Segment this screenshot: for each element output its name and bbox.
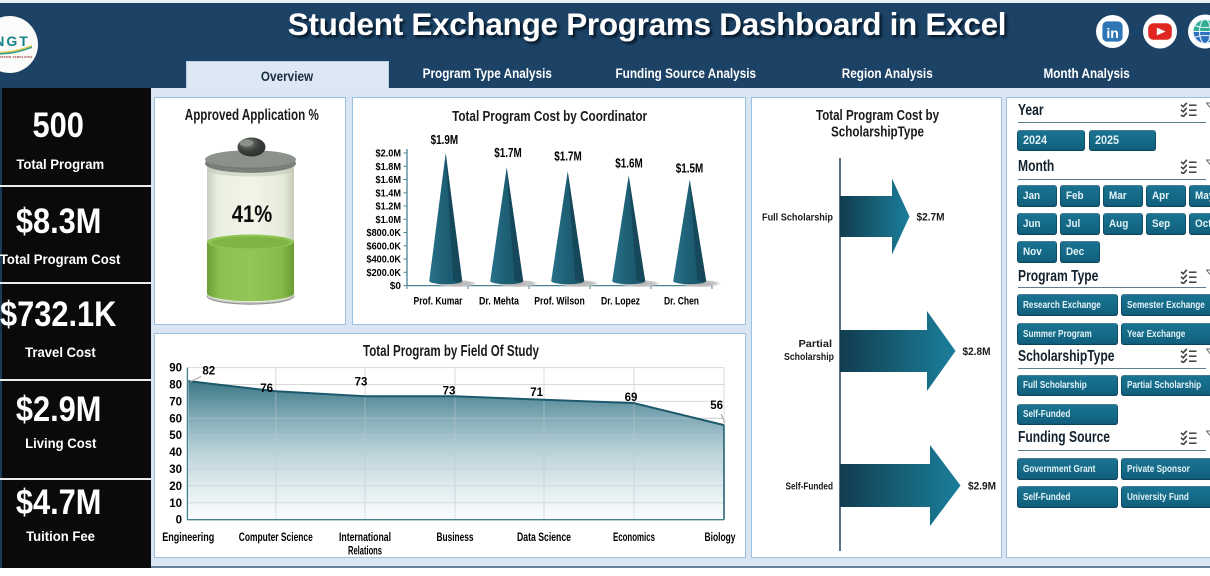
svg-text:Total Program Cost by: Total Program Cost by	[816, 108, 939, 124]
svg-text:90: 90	[169, 363, 182, 375]
svg-text:$600.0K: $600.0K	[367, 241, 402, 252]
svg-text:30: 30	[169, 464, 182, 476]
svg-text:20: 20	[169, 481, 182, 493]
svg-text:$1.6M: $1.6M	[376, 175, 402, 186]
svg-text:Full Scholarship: Full Scholarship	[762, 212, 833, 224]
svg-text:73: 73	[355, 377, 368, 389]
svg-text:$400.0K: $400.0K	[367, 255, 402, 266]
svg-text:Data Science: Data Science	[517, 532, 571, 544]
svg-text:$800.0K: $800.0K	[367, 228, 402, 239]
svg-text:Economics: Economics	[613, 532, 655, 544]
svg-text:Business: Business	[437, 532, 474, 544]
svg-text:41%: 41%	[232, 201, 273, 228]
svg-text:Dr. Chen: Dr. Chen	[664, 296, 699, 308]
svg-text:$1.7M: $1.7M	[554, 148, 582, 163]
svg-text:50: 50	[169, 430, 182, 442]
svg-text:in: in	[1106, 25, 1118, 41]
svg-text:$2.0M: $2.0M	[376, 149, 402, 160]
svg-text:$1.9M: $1.9M	[431, 132, 459, 147]
svg-text:$0: $0	[390, 281, 402, 292]
svg-text:Total Program by Field Of Stud: Total Program by Field Of Study	[363, 343, 539, 360]
svg-text:70: 70	[169, 396, 182, 408]
svg-text:73: 73	[443, 386, 456, 398]
svg-text:NEXT GENERATION TEMPLATES: NEXT GENERATION TEMPLATES	[0, 55, 33, 59]
svg-text:ScholarshipType: ScholarshipType	[831, 125, 924, 141]
svg-text:$1.6M: $1.6M	[615, 155, 643, 170]
svg-text:$1.2M: $1.2M	[376, 202, 402, 213]
svg-text:Partial: Partial	[799, 338, 833, 350]
svg-text:Relations: Relations	[348, 546, 382, 558]
svg-text:Approved Application %: Approved Application %	[185, 107, 319, 124]
svg-text:Dr. Mehta: Dr. Mehta	[479, 296, 520, 308]
svg-text:Self-Funded: Self-Funded	[786, 481, 834, 493]
svg-text:82: 82	[202, 366, 215, 378]
svg-text:60: 60	[169, 413, 182, 425]
svg-text:10: 10	[169, 498, 182, 510]
svg-text:International: International	[339, 532, 391, 544]
svg-text:Biology: Biology	[705, 532, 736, 544]
svg-text:Dr. Lopez: Dr. Lopez	[601, 296, 640, 308]
svg-text:$1.8M: $1.8M	[376, 162, 402, 173]
svg-text:Prof. Kumar: Prof. Kumar	[414, 296, 464, 308]
svg-text:Scholarship: Scholarship	[784, 351, 834, 363]
svg-text:80: 80	[169, 380, 182, 392]
svg-text:$2.8M: $2.8M	[963, 346, 991, 358]
svg-text:$200.0K: $200.0K	[367, 268, 402, 279]
svg-text:$1.4M: $1.4M	[376, 188, 402, 199]
svg-text:NGT: NGT	[0, 33, 30, 49]
svg-text:69: 69	[625, 392, 638, 404]
svg-text:$2.9M: $2.9M	[968, 481, 996, 493]
svg-text:76: 76	[260, 383, 273, 395]
svg-text:40: 40	[169, 447, 182, 459]
svg-text:0: 0	[176, 515, 182, 527]
svg-text:$1.5M: $1.5M	[676, 160, 704, 175]
svg-text:Total Program Cost by Coordina: Total Program Cost by Coordinator	[452, 108, 647, 125]
svg-text:$1.0M: $1.0M	[376, 215, 402, 226]
svg-text:Computer Science: Computer Science	[239, 532, 313, 544]
svg-text:Engineering: Engineering	[162, 532, 214, 544]
svg-text:56: 56	[710, 400, 723, 412]
svg-text:$2.7M: $2.7M	[917, 212, 945, 224]
svg-text:Prof. Wilson: Prof. Wilson	[534, 296, 585, 308]
svg-text:$1.7M: $1.7M	[494, 145, 522, 160]
svg-text:71: 71	[530, 387, 543, 399]
